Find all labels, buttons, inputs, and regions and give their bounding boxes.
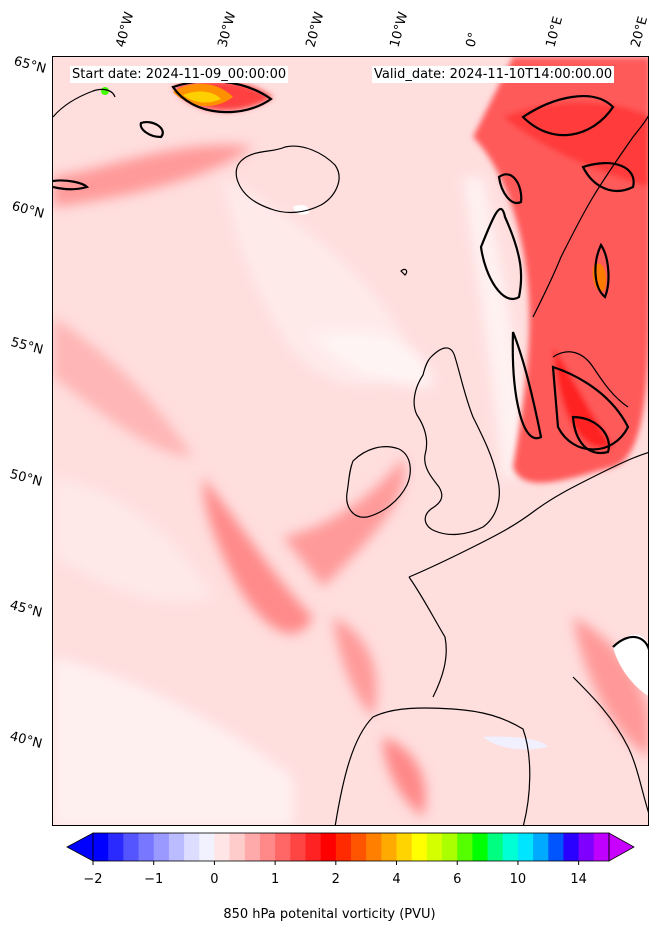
coast-iceland bbox=[235, 145, 340, 214]
coast-ireland bbox=[346, 446, 411, 518]
colorbar-swatch bbox=[533, 833, 549, 861]
lat-label-65n: 65°N bbox=[12, 54, 48, 77]
colorbar-tick-label: 6 bbox=[453, 872, 462, 887]
coast-scandinavia bbox=[532, 115, 648, 318]
coast-great-britain bbox=[413, 347, 500, 536]
coast-greenland bbox=[53, 88, 116, 118]
lat-label-45n: 45°N bbox=[8, 598, 44, 621]
colorbar-swatch bbox=[563, 833, 580, 861]
colorbar-label: 850 hPa potenital vorticity (PVU) bbox=[223, 907, 436, 922]
colorbar-border bbox=[92, 832, 610, 862]
colorbar-swatch bbox=[517, 833, 534, 861]
lon-label-20w: 20°W bbox=[303, 10, 328, 49]
colorbar-swatch bbox=[487, 833, 504, 861]
colorbar-swatch bbox=[457, 833, 473, 861]
colorbar-tick-label: 0 bbox=[210, 872, 219, 887]
colorbar-tick-label: −2 bbox=[83, 872, 103, 887]
colorbar-swatch bbox=[502, 833, 519, 861]
lon-label-30w: 30°W bbox=[215, 10, 240, 49]
lon-label-40w: 40°W bbox=[113, 10, 138, 49]
colorbar-swatch bbox=[578, 833, 595, 861]
coast-scandinavia-south bbox=[552, 351, 629, 408]
colorbar-swatch bbox=[366, 833, 382, 861]
pv-light-regions bbox=[53, 177, 533, 825]
colorbar-tick-label: −1 bbox=[144, 872, 164, 887]
colorbar-swatch bbox=[593, 833, 610, 861]
colorbar-swatch bbox=[108, 833, 124, 861]
lon-label-10e: 10°E bbox=[543, 14, 567, 50]
pv-negative-balearic bbox=[483, 736, 548, 750]
colorbar-swatch bbox=[153, 833, 170, 861]
valid-date-label: Valid_date: 2024-11-10T14:00:00.00 bbox=[372, 66, 615, 83]
colorbar-swatch bbox=[168, 833, 185, 861]
colorbar-swatch bbox=[381, 833, 398, 861]
pv-peak-yellow bbox=[183, 91, 221, 103]
coast-continent bbox=[408, 452, 648, 578]
lat-label-40n: 40°N bbox=[8, 729, 44, 752]
colorbar-swatch bbox=[548, 833, 564, 861]
lon-label-0: 0° bbox=[463, 30, 482, 49]
start-date-label: Start date: 2024-11-09_00:00:00 bbox=[70, 66, 289, 83]
colorbar-swatch bbox=[305, 833, 322, 861]
colorbar-swatch bbox=[290, 833, 306, 861]
colorbar-tick-label: 1 bbox=[270, 872, 280, 887]
colorbar-swatch bbox=[184, 833, 200, 861]
colorbar-swatch bbox=[229, 833, 246, 861]
colorbar-swatch bbox=[123, 833, 140, 861]
colorbar-under-arrow bbox=[66, 832, 94, 862]
colorbar-swatch bbox=[93, 833, 109, 861]
pv-peak-green bbox=[101, 87, 109, 95]
colorbar-tick-label: 10 bbox=[509, 872, 527, 887]
colorbar-swatch bbox=[199, 833, 215, 861]
colorbar-swatch bbox=[472, 833, 489, 861]
lat-label-60n: 60°N bbox=[10, 199, 46, 222]
pv-map bbox=[52, 56, 649, 826]
lat-label-55n: 55°N bbox=[9, 335, 45, 358]
colorbar-swatch bbox=[214, 833, 231, 861]
colorbar-over-arrow bbox=[608, 832, 635, 862]
colorbar-swatch bbox=[351, 833, 367, 861]
colorbar-swatch bbox=[259, 833, 276, 861]
coast-italy bbox=[572, 676, 648, 813]
colorbar-swatch bbox=[244, 833, 261, 861]
lon-label-10w: 10°W bbox=[387, 10, 412, 49]
pv-field bbox=[53, 57, 648, 825]
pv-2-contours bbox=[53, 80, 648, 651]
coastlines bbox=[53, 88, 648, 825]
colorbar-swatch bbox=[411, 833, 428, 861]
colorbar-swatch bbox=[275, 833, 291, 861]
colorbar-swatch bbox=[426, 833, 443, 861]
colorbar-tick-label: 4 bbox=[392, 872, 401, 887]
pv-negative-iberia-east bbox=[613, 634, 648, 696]
colorbar-swatch bbox=[442, 833, 458, 861]
coast-faroe bbox=[400, 268, 408, 276]
colorbar-swatch bbox=[138, 833, 155, 861]
colorbar-swatch bbox=[320, 833, 337, 861]
colorbar-tick-label: 14 bbox=[570, 872, 587, 887]
colorbar-swatch bbox=[335, 833, 352, 861]
lon-label-20e: 20°E bbox=[628, 14, 652, 50]
colorbar-tick-label: 2 bbox=[331, 872, 340, 887]
coast-france-west bbox=[408, 576, 447, 698]
coast-iberia bbox=[334, 707, 531, 825]
lat-label-50n: 50°N bbox=[8, 467, 44, 490]
colorbar-swatch bbox=[396, 833, 413, 861]
pv-moderate-regions bbox=[53, 144, 648, 817]
